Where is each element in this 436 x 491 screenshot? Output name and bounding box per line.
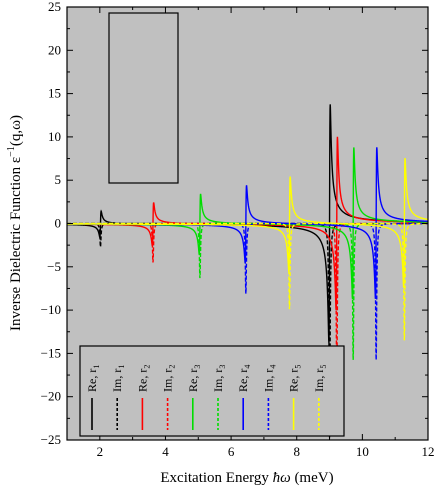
x-tick-label: 2 bbox=[97, 444, 104, 459]
legend-label: Im, r3 bbox=[211, 365, 227, 392]
legend-label: Im, r5 bbox=[312, 365, 328, 392]
y-tick-label: −15 bbox=[41, 345, 61, 360]
legend-label: Re, r5 bbox=[287, 365, 303, 392]
legend-box: Re, r1 Im, r1 Re, r2 Im, r2 Re, r3 Im, r3 Re, … bbox=[79, 345, 345, 437]
legend-label: Re, r3 bbox=[186, 365, 202, 392]
legend-label: Re, r1 bbox=[85, 365, 101, 392]
y-tick-label: −20 bbox=[41, 389, 61, 404]
axis-layer: 2 4 6 8 10 12 −25 −20 −15 −10 −5 0 5 10 15 20 25 bbox=[41, 0, 435, 459]
legend-label: Im, r1 bbox=[110, 365, 126, 392]
x-tick-label: 10 bbox=[356, 444, 369, 459]
y-tick-label: −5 bbox=[47, 259, 61, 274]
x-tick-label: 12 bbox=[422, 444, 435, 459]
legend-entry: Im, r5 bbox=[312, 365, 328, 430]
legend-entry: Re, r3 bbox=[186, 365, 202, 430]
y-tick-label: 0 bbox=[55, 216, 62, 231]
legend-entry: Im, r2 bbox=[161, 365, 177, 430]
legend-entry: Im, r1 bbox=[110, 365, 126, 430]
y-tick-label: −25 bbox=[41, 432, 61, 447]
legend-entry: Re, r1 bbox=[85, 365, 101, 430]
legend-label: Im, r2 bbox=[161, 365, 177, 392]
x-tick-label: 6 bbox=[228, 444, 235, 459]
x-axis-label: Excitation Energy ħω (meV) bbox=[160, 470, 333, 486]
series-re-r5 bbox=[67, 157, 428, 288]
legend-label: Im, r4 bbox=[261, 365, 277, 392]
y-tick-label: 5 bbox=[55, 172, 62, 187]
y-tick-label: 20 bbox=[48, 42, 61, 57]
series-layer bbox=[67, 104, 428, 438]
legend-label: Re, r4 bbox=[236, 365, 252, 392]
legend-entry: Im, r3 bbox=[211, 365, 227, 430]
y-tick-label: 25 bbox=[48, 0, 61, 14]
legend-entry: Im, r4 bbox=[261, 365, 277, 430]
y-axis-label: Inverse Dielectric Function ε−1(q,ω) bbox=[6, 115, 24, 331]
legend-label: Re, r2 bbox=[135, 365, 151, 392]
x-tick-label: 4 bbox=[162, 444, 169, 459]
y-tick-label: 10 bbox=[48, 129, 61, 144]
legend-entry: Re, r2 bbox=[135, 365, 151, 430]
legend-entry: Re, r5 bbox=[287, 365, 303, 430]
x-tick-label: 8 bbox=[293, 444, 300, 459]
y-tick-label: 15 bbox=[48, 86, 61, 101]
params-box: rj=q/kFr1=0.1r2=0.2r3=0.3r4=0.4r5=0.5 bbox=[108, 12, 179, 184]
y-tick-label: −10 bbox=[41, 302, 61, 317]
legend-entry: Re, r4 bbox=[236, 365, 252, 430]
